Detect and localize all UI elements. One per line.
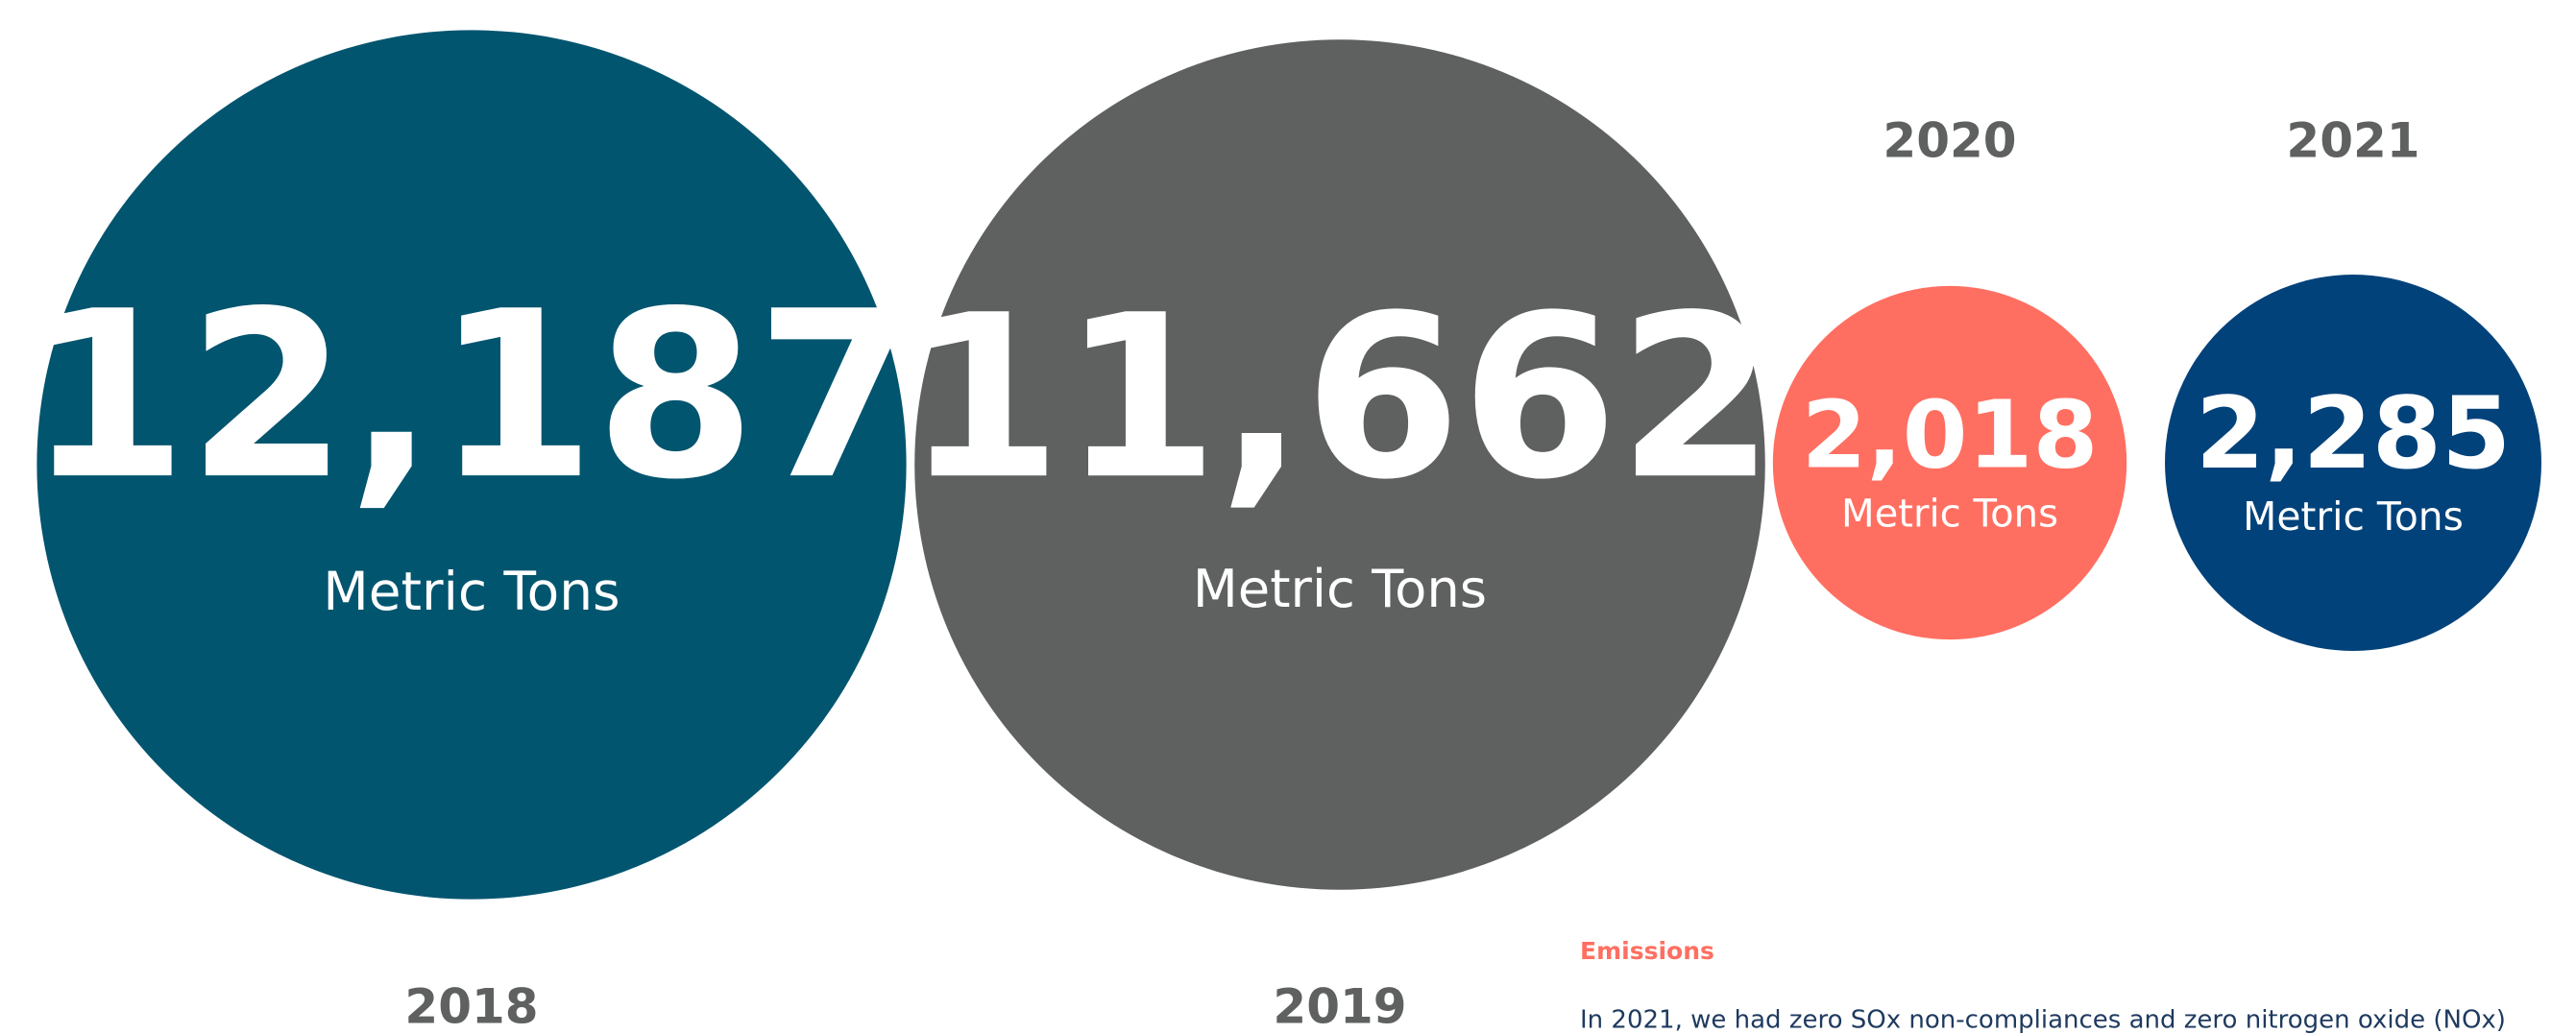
year-label: 2018 xyxy=(404,979,538,1034)
bubble-value: 2,018 xyxy=(1802,381,2099,491)
year-label: 2021 xyxy=(2286,113,2419,169)
bubble-unit: Metric Tons xyxy=(1193,559,1487,619)
section-text: In 2021, we had zero SOx non-compliances… xyxy=(1580,1006,2506,1034)
year-label: 2020 xyxy=(1883,113,2016,169)
year-label: 2019 xyxy=(1273,979,1406,1034)
section-heading: Emissions xyxy=(1580,937,1714,965)
bubble-value: 11,662 xyxy=(905,267,1775,529)
bubble xyxy=(36,30,907,900)
bubble xyxy=(914,39,1765,890)
bubble xyxy=(1772,285,2127,640)
bubble-unit: Metric Tons xyxy=(1841,492,2058,536)
bubble xyxy=(2165,275,2541,651)
bubble-value: 12,187 xyxy=(27,261,916,530)
bubble-unit: Metric Tons xyxy=(2243,493,2464,540)
bubble-unit: Metric Tons xyxy=(323,561,620,622)
bubble-value: 2,285 xyxy=(2196,376,2512,492)
